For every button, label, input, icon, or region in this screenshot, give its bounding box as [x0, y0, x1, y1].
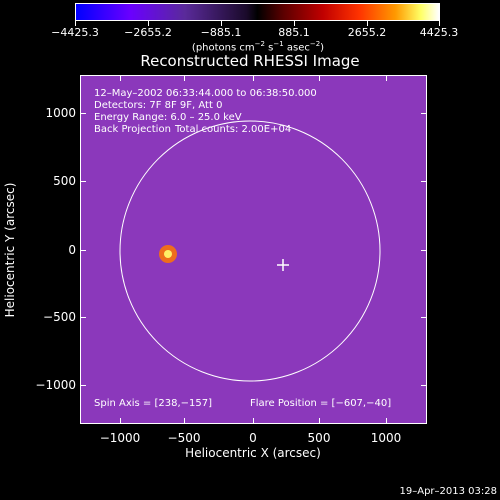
x-tick-mark	[120, 418, 121, 424]
timestamp: 19–Apr–2013 03:28	[399, 486, 497, 497]
spin-axis: Spin Axis = [238,−157]	[94, 398, 213, 409]
x-tick-label: 500	[307, 431, 331, 445]
x-tick-mark	[184, 418, 185, 424]
x-tick-mark	[386, 75, 387, 81]
colorbar-label: 885.1	[278, 26, 310, 39]
colorbar-tick	[75, 21, 76, 26]
colorbar-label: 2655.2	[347, 26, 387, 39]
y-tick-mark	[421, 181, 427, 182]
total-counts: Total counts: 2.00E+04	[175, 124, 292, 135]
flare-position: Flare Position = [−607,−40]	[250, 398, 392, 409]
y-tick-mark	[80, 181, 86, 182]
colorbar-units: (photons cm−2 s−1 asec−2)	[191, 40, 325, 54]
y-tick-label: 500	[53, 174, 76, 188]
y-tick-label: 0	[68, 243, 76, 257]
y-tick-mark	[421, 250, 427, 251]
x-tick-mark	[319, 75, 320, 81]
colorbar-tick	[294, 21, 295, 26]
colorbar	[75, 3, 440, 21]
spin-axis-marker	[277, 259, 289, 271]
x-tick-mark	[253, 418, 254, 424]
colorbar-label: 4425.3	[419, 26, 459, 39]
y-tick-label: −500	[43, 310, 76, 324]
x-tick-label: 1000	[370, 431, 402, 445]
y-tick-mark	[421, 113, 427, 114]
detectors: Detectors: 7F 8F 9F, Att 0	[94, 100, 223, 111]
solar-limb	[119, 120, 381, 382]
x-tick-label: −500	[167, 431, 201, 445]
colorbar-tick	[439, 21, 440, 26]
colorbar-tick	[148, 21, 149, 26]
colorbar-label: −885.1	[200, 26, 242, 39]
flare-source-core	[164, 250, 172, 258]
x-tick-label: −1000	[99, 431, 141, 445]
y-tick-mark	[80, 113, 86, 114]
y-tick-mark	[80, 250, 86, 251]
x-axis-label: Heliocentric X (arcsec)	[185, 446, 321, 460]
rhessi-image	[80, 75, 427, 424]
y-tick-mark	[421, 385, 427, 386]
x-tick-label: 0	[249, 431, 257, 445]
y-tick-label: −1000	[35, 378, 76, 392]
colorbar-tick	[367, 21, 368, 26]
x-tick-mark	[319, 418, 320, 424]
x-tick-mark	[184, 75, 185, 81]
colorbar-label: −4425.3	[51, 26, 99, 39]
y-tick-label: 1000	[45, 106, 76, 120]
y-tick-mark	[80, 317, 86, 318]
image-pixels	[80, 75, 427, 424]
y-tick-mark	[421, 317, 427, 318]
colorbar-tick	[221, 21, 222, 26]
y-axis-label: Heliocentric Y (arcsec)	[3, 182, 17, 318]
colorbar-label: −2655.2	[124, 26, 172, 39]
x-tick-mark	[120, 75, 121, 81]
y-tick-mark	[80, 385, 86, 386]
x-tick-mark	[253, 75, 254, 81]
method: Back Projection	[94, 124, 171, 135]
image-title: Reconstructed RHESSI Image	[140, 52, 360, 70]
energy-range: Energy Range: 6.0 – 25.0 keV	[94, 112, 242, 123]
x-tick-mark	[386, 418, 387, 424]
time-range: 12–May–2002 06:33:44.000 to 06:38:50.000	[94, 88, 317, 99]
